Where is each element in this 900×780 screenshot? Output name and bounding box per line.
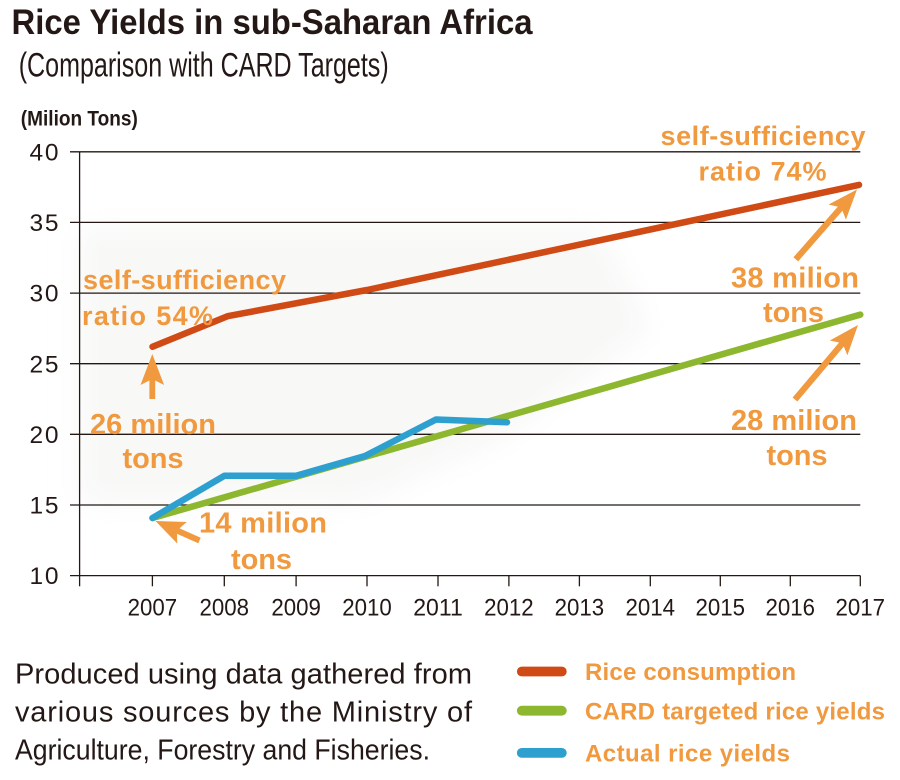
svg-text:CARD targeted rice yields: CARD targeted rice yields [585,699,885,726]
svg-text:Rice consumption: Rice consumption [585,659,796,686]
svg-text:25: 25 [30,351,59,378]
svg-text:(Milion Tons): (Milion Tons) [21,107,138,131]
svg-text:tons: tons [123,443,184,475]
svg-text:2017: 2017 [836,595,886,622]
svg-text:self-sufficiency: self-sufficiency [83,265,286,295]
svg-text:40: 40 [30,139,59,166]
svg-text:2010: 2010 [342,595,392,622]
svg-text:Produced using data gathered f: Produced using data gathered from [15,658,472,690]
svg-text:various sources by the Ministr: various sources by the Ministry of [15,697,473,729]
svg-text:30: 30 [30,281,59,308]
svg-text:ratio 74%: ratio 74% [699,157,827,187]
svg-text:tons: tons [767,440,828,472]
svg-text:35: 35 [30,210,59,237]
svg-text:2011: 2011 [413,595,463,622]
svg-text:2016: 2016 [766,595,816,622]
svg-text:ratio 54%: ratio 54% [82,301,213,331]
svg-text:20: 20 [30,422,59,449]
svg-text:Actual rice yields: Actual rice yields [585,741,790,768]
svg-text:Rice Yields in sub-Saharan Afr: Rice Yields in sub-Saharan Africa [12,3,533,42]
svg-text:14 milion: 14 milion [199,508,327,540]
svg-text:2008: 2008 [200,595,250,622]
svg-text:15: 15 [30,493,59,520]
svg-text:38 milion: 38 milion [731,263,859,295]
svg-text:28 milion: 28 milion [731,405,857,437]
svg-text:2014: 2014 [626,595,676,622]
svg-text:2007: 2007 [128,595,178,622]
svg-text:26 milion: 26 milion [90,409,216,441]
svg-text:self-sufficiency: self-sufficiency [661,121,866,151]
svg-text:(Comparison with CARD Targets): (Comparison with CARD Targets) [19,47,389,85]
svg-text:tons: tons [763,297,824,329]
svg-text:tons: tons [231,544,292,576]
svg-text:2015: 2015 [696,595,746,622]
svg-text:10: 10 [30,563,59,590]
svg-text:2009: 2009 [271,595,321,622]
svg-text:2012: 2012 [484,595,534,622]
svg-text:Agriculture, Forestry and Fish: Agriculture, Forestry and Fisheries. [15,734,430,766]
svg-text:2013: 2013 [555,595,605,622]
